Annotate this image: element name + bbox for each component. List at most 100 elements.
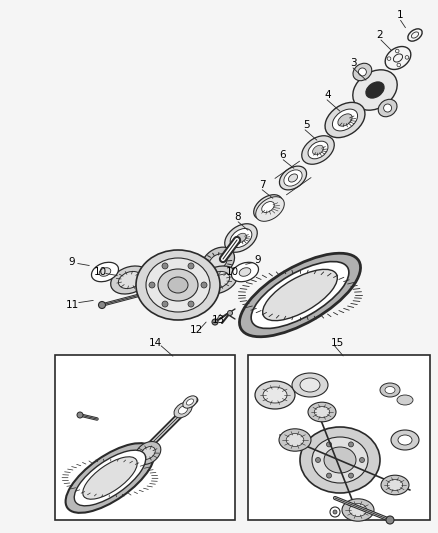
- Text: 11: 11: [65, 300, 79, 310]
- Ellipse shape: [342, 499, 374, 521]
- Ellipse shape: [239, 268, 251, 276]
- Text: 8: 8: [235, 212, 241, 222]
- Text: 7: 7: [259, 180, 265, 190]
- Text: 10: 10: [226, 267, 239, 277]
- Ellipse shape: [262, 201, 274, 213]
- Ellipse shape: [349, 504, 367, 516]
- Text: 1: 1: [397, 10, 403, 20]
- Circle shape: [188, 263, 194, 269]
- Ellipse shape: [206, 271, 230, 288]
- Ellipse shape: [187, 399, 194, 405]
- Bar: [248, 355, 430, 520]
- Ellipse shape: [308, 141, 328, 159]
- Circle shape: [212, 319, 218, 325]
- Ellipse shape: [387, 479, 403, 490]
- Text: 15: 15: [330, 338, 344, 348]
- Bar: [55, 355, 235, 520]
- Ellipse shape: [391, 430, 419, 450]
- Ellipse shape: [240, 253, 360, 337]
- Text: 10: 10: [93, 267, 106, 277]
- Text: 3: 3: [350, 58, 356, 68]
- Text: 14: 14: [148, 338, 162, 348]
- Ellipse shape: [168, 277, 188, 293]
- Ellipse shape: [292, 373, 328, 397]
- Ellipse shape: [199, 266, 237, 294]
- Ellipse shape: [111, 266, 149, 294]
- Ellipse shape: [338, 114, 352, 126]
- Circle shape: [386, 516, 394, 524]
- Ellipse shape: [279, 166, 307, 190]
- Circle shape: [384, 104, 392, 112]
- Ellipse shape: [255, 381, 295, 409]
- Circle shape: [201, 282, 207, 288]
- Ellipse shape: [256, 197, 284, 221]
- Ellipse shape: [353, 70, 397, 110]
- Circle shape: [99, 302, 106, 309]
- Ellipse shape: [135, 441, 161, 464]
- Text: 2: 2: [377, 30, 383, 40]
- Ellipse shape: [174, 402, 192, 418]
- Ellipse shape: [289, 174, 297, 182]
- Text: 12: 12: [189, 325, 203, 335]
- Ellipse shape: [74, 450, 146, 506]
- Ellipse shape: [366, 82, 384, 98]
- Ellipse shape: [324, 447, 356, 473]
- Ellipse shape: [83, 457, 137, 499]
- Ellipse shape: [183, 396, 197, 408]
- Ellipse shape: [66, 443, 155, 513]
- Circle shape: [77, 412, 83, 418]
- Ellipse shape: [158, 269, 198, 301]
- Circle shape: [188, 301, 194, 307]
- Ellipse shape: [378, 99, 397, 117]
- Ellipse shape: [263, 387, 287, 403]
- Text: 4: 4: [325, 90, 331, 100]
- Ellipse shape: [397, 395, 413, 405]
- Ellipse shape: [230, 229, 252, 247]
- Ellipse shape: [385, 386, 395, 393]
- Ellipse shape: [332, 109, 357, 131]
- Circle shape: [227, 311, 233, 316]
- Ellipse shape: [263, 269, 337, 321]
- Ellipse shape: [302, 136, 334, 164]
- Ellipse shape: [141, 447, 155, 459]
- Circle shape: [349, 442, 353, 447]
- Ellipse shape: [300, 378, 320, 392]
- Ellipse shape: [312, 437, 368, 483]
- Circle shape: [326, 473, 332, 478]
- Ellipse shape: [225, 224, 257, 252]
- Ellipse shape: [251, 262, 349, 328]
- Circle shape: [149, 282, 155, 288]
- Circle shape: [349, 473, 353, 478]
- Ellipse shape: [381, 475, 409, 495]
- Text: 6: 6: [280, 150, 286, 160]
- Ellipse shape: [99, 268, 111, 276]
- Text: 9: 9: [69, 257, 75, 267]
- Circle shape: [326, 442, 332, 447]
- Ellipse shape: [232, 262, 258, 282]
- Circle shape: [315, 457, 321, 463]
- Text: 5: 5: [303, 120, 309, 130]
- Circle shape: [162, 301, 168, 307]
- Ellipse shape: [398, 435, 412, 445]
- Ellipse shape: [146, 258, 210, 312]
- Ellipse shape: [313, 146, 323, 155]
- Ellipse shape: [178, 406, 187, 414]
- Ellipse shape: [284, 170, 302, 186]
- Ellipse shape: [300, 427, 380, 493]
- Circle shape: [330, 507, 340, 517]
- Circle shape: [360, 457, 364, 463]
- Ellipse shape: [209, 254, 227, 270]
- Ellipse shape: [92, 262, 119, 282]
- Ellipse shape: [118, 271, 141, 288]
- Ellipse shape: [136, 250, 220, 320]
- Ellipse shape: [380, 383, 400, 397]
- Ellipse shape: [201, 247, 234, 277]
- Text: 9: 9: [254, 255, 261, 265]
- Ellipse shape: [353, 63, 372, 80]
- Ellipse shape: [314, 406, 330, 417]
- Circle shape: [162, 263, 168, 269]
- Circle shape: [358, 68, 366, 76]
- Circle shape: [333, 510, 337, 514]
- Ellipse shape: [308, 402, 336, 422]
- Ellipse shape: [325, 102, 365, 138]
